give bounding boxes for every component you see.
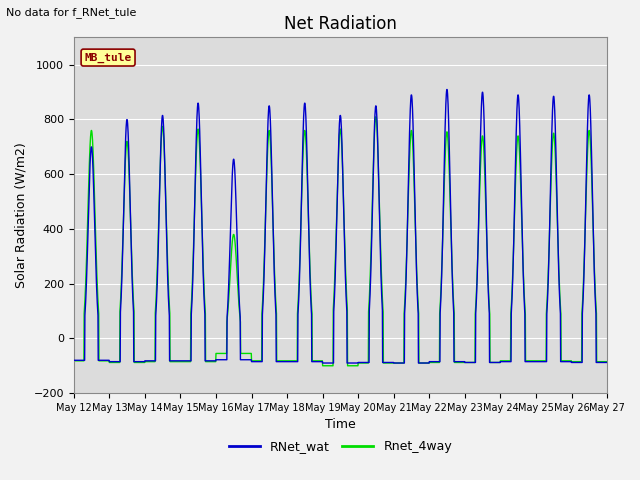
- RNet_wat: [367, 252, 375, 258]
- Legend: RNet_wat, Rnet_4way: RNet_wat, Rnet_4way: [223, 435, 457, 458]
- RNet_wat: [443, 87, 451, 93]
- RNet_wat: [571, 360, 579, 365]
- Rnet_4way: [356, 360, 364, 366]
- Rnet_4way: [556, 299, 564, 304]
- RNet_wat: [356, 360, 364, 365]
- RNet_wat: [70, 358, 77, 363]
- Rnet_4way: [571, 359, 579, 364]
- Rnet_4way: [495, 360, 503, 365]
- Rnet_4way: [219, 350, 227, 356]
- Title: Net Radiation: Net Radiation: [284, 15, 397, 33]
- Line: Rnet_4way: Rnet_4way: [74, 117, 607, 366]
- Rnet_4way: [319, 363, 326, 369]
- Y-axis label: Solar Radiation (W/m2): Solar Radiation (W/m2): [15, 143, 28, 288]
- RNet_wat: [219, 357, 227, 362]
- Text: MB_tule: MB_tule: [84, 52, 132, 63]
- Text: No data for f_RNet_tule: No data for f_RNet_tule: [6, 7, 137, 18]
- RNet_wat: [495, 360, 503, 365]
- Rnet_4way: [603, 359, 611, 364]
- Rnet_4way: [367, 240, 375, 245]
- X-axis label: Time: Time: [325, 419, 356, 432]
- RNet_wat: [556, 306, 564, 312]
- RNet_wat: [603, 360, 611, 365]
- RNet_wat: [319, 360, 326, 366]
- Line: RNet_wat: RNet_wat: [74, 90, 607, 363]
- Rnet_4way: [70, 358, 77, 364]
- Rnet_4way: [372, 114, 380, 120]
